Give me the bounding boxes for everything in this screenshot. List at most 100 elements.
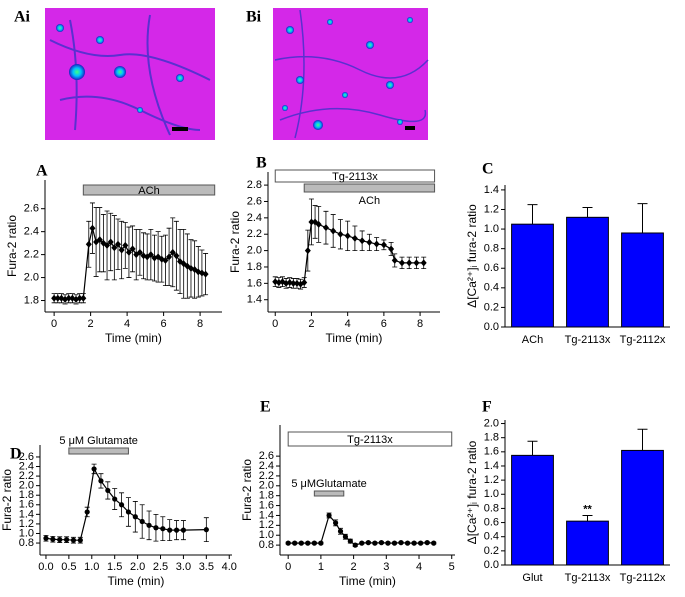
x-tick-label: 6: [161, 318, 167, 330]
x-tick-label: 0: [51, 318, 57, 330]
data-point: [136, 248, 143, 256]
cell: [313, 120, 323, 130]
scale-bar: [172, 127, 188, 131]
cell: [342, 92, 348, 98]
error-bar: [527, 204, 538, 225]
x-tick-label: Tg-2113x: [565, 572, 611, 584]
chart-panel: E 0.81.01.21.41.61.82.02.22.42.6 Fura-2 ra…: [240, 399, 455, 588]
data-line: [288, 514, 434, 546]
data-point: [160, 526, 166, 532]
data-point: [420, 259, 427, 267]
data-line: [45, 467, 207, 541]
y-tick-label: 2.0: [259, 480, 274, 492]
data-point: [118, 246, 125, 254]
x-tick-label: 2.0: [130, 561, 145, 573]
y-tick-label: 2.8: [247, 179, 262, 191]
y-tick-label: 1.4: [247, 294, 262, 306]
data-point: [372, 540, 378, 546]
data-point: [365, 540, 371, 546]
x-tick-label: 2: [308, 318, 314, 330]
y-tick-label: 1.4: [19, 508, 34, 520]
data-point: [352, 542, 358, 548]
y-tick-label: 0.4: [484, 531, 499, 543]
x-tick-label: 0.5: [61, 561, 76, 573]
panel-label: C: [482, 161, 494, 178]
x-tick-label: 6: [381, 318, 387, 330]
y-axis-label: Δ[Ca²⁺]ᵢ fura-2 ratio: [465, 204, 479, 308]
y-tick-label: 0.8: [19, 537, 34, 549]
cell: [69, 64, 85, 80]
cell: [56, 24, 64, 32]
y-tick-label: 1.4: [484, 460, 499, 472]
x-axis-label: Time (min): [105, 331, 162, 345]
y-tick-label: 2.2: [19, 470, 34, 482]
bar: [566, 216, 609, 328]
data-point: [140, 252, 147, 260]
cell: [176, 74, 184, 82]
data-point: [166, 253, 173, 261]
y-axis-label: Fura-2 ratio: [228, 211, 242, 273]
data-point: [391, 540, 398, 546]
cell: [114, 66, 126, 78]
error-bar: [527, 440, 538, 456]
data-point: [337, 230, 344, 238]
panel-label: E: [260, 399, 271, 416]
error-bar: [582, 207, 593, 218]
data-point: [285, 540, 291, 546]
data-point: [344, 232, 351, 240]
application-label: 5 μMGlutamate: [291, 478, 366, 490]
x-tick-label: Tg-2113x: [565, 334, 611, 346]
data-point: [411, 540, 417, 546]
x-tick-label: 1: [318, 561, 324, 573]
x-tick-label: Tg-2112x: [620, 572, 666, 584]
y-tick-label: 0.2: [484, 301, 499, 313]
data-point: [76, 294, 83, 302]
data-point: [173, 527, 180, 533]
data-point: [43, 535, 49, 541]
y-tick-label: 1.0: [484, 223, 499, 235]
y-tick-label: 0.8: [259, 539, 274, 551]
y-tick-label: 1.2: [484, 474, 499, 486]
y-axis-label: Δ[Ca²⁺]ᵢ fura-2 ratio: [465, 440, 479, 544]
y-tick-label: 1.6: [259, 499, 274, 511]
y-tick-label: 2.2: [259, 470, 274, 482]
data-point: [298, 540, 304, 546]
data-point: [315, 220, 322, 228]
data-point: [391, 256, 398, 264]
y-tick-label: 1.0: [19, 527, 34, 539]
data-point: [54, 294, 61, 302]
y-tick-label: 2.0: [19, 480, 34, 492]
y-tick-label: 1.8: [247, 261, 262, 273]
data-point: [51, 294, 58, 302]
x-tick-label: 2.5: [153, 561, 168, 573]
y-tick-label: 0.6: [484, 262, 499, 274]
data-point: [147, 251, 154, 259]
chart-panel: A 1.8 2.0 2.2 2.4 2.6 Fura-2 ratio 0 2 4 6 8 Time (m…: [5, 163, 222, 345]
y-axis-label: Fura-2 ratio: [5, 215, 19, 277]
x-tick-label: 1.0: [84, 561, 99, 573]
application-bar: [287, 431, 453, 447]
data-point: [96, 236, 103, 244]
panel-label: Ai: [14, 9, 31, 26]
cell: [366, 41, 374, 49]
y-tick-label: 2.4: [259, 460, 274, 472]
data-point: [50, 536, 56, 542]
bar: [621, 232, 664, 328]
y-axis-label: Fura-2 ratio: [0, 469, 14, 531]
error-bar: [637, 203, 648, 233]
bar: [566, 520, 609, 566]
cell: [397, 119, 403, 125]
data-point: [57, 537, 63, 543]
x-axis-label: Time (min): [339, 574, 396, 588]
y-tick-label: 1.8: [484, 432, 499, 444]
y-tick-label: 2.4: [247, 212, 262, 224]
data-point: [301, 279, 308, 287]
data-point: [398, 259, 405, 267]
data-point: [80, 294, 87, 302]
cell: [282, 105, 288, 111]
x-tick-label: 4: [345, 318, 351, 330]
data-point: [129, 245, 136, 253]
x-tick-label: 4: [124, 318, 130, 330]
